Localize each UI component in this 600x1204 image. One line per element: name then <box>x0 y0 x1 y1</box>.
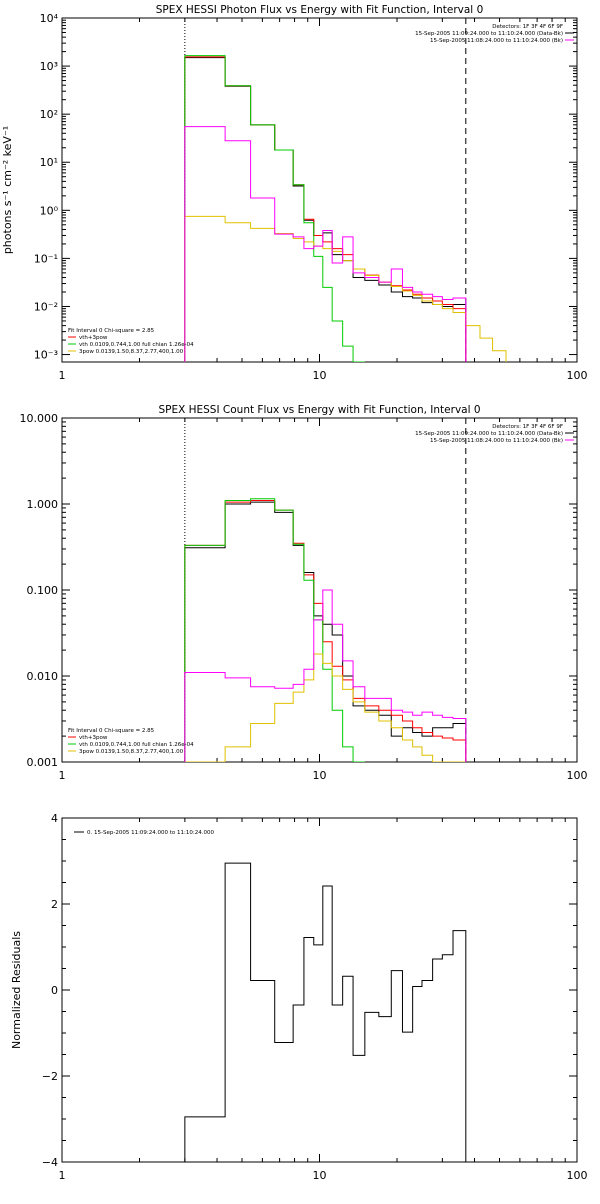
legend-entry: vth+3pow <box>79 335 108 341</box>
series-line-bk <box>184 589 467 762</box>
y-tick-label: 10⁻² <box>34 300 58 313</box>
plot-frame <box>61 817 578 1163</box>
series-line-3pow <box>184 215 507 362</box>
legend-entry: 15-Sep-2005 11:09:24.000 to 11:10:24.000… <box>415 431 563 437</box>
y-tick-label: 0.001 <box>27 756 59 769</box>
y-tick-label: 0.010 <box>27 670 59 683</box>
chart-panel-2: Normalized Residuals 1 10 100 4 2 0 −2 −4 0. 15-S… <box>10 812 588 1182</box>
series-line-bk <box>184 126 467 362</box>
legend-fit-info: Fit Interval 0 Chi-square = 2.85 <box>68 728 155 734</box>
y-tick-label: −4 <box>42 1156 58 1169</box>
y-tick-label: 2 <box>51 898 58 911</box>
chart-panel-0: SPEX HESSI Photon Flux vs Energy with Fi… <box>1 4 588 382</box>
y-tick-label: 10⁰ <box>40 204 59 217</box>
chart-title: SPEX HESSI Count Flux vs Energy with Fit… <box>158 404 480 416</box>
legend-entry: vth 0.0109,0.744,1.00 full chian 1.26e-0… <box>79 342 194 348</box>
x-tick-label: 10 <box>313 369 327 382</box>
x-tick-label: 100 <box>567 1169 588 1182</box>
y-axis-label: photons s⁻¹ cm⁻² keV⁻¹ <box>1 126 14 254</box>
legend-entry: Detectors: 1F 3F 4F 6F 9F <box>492 24 563 30</box>
y-tick-label: 10⁻¹ <box>34 252 58 265</box>
y-tick-label: 10² <box>40 108 58 121</box>
series-group <box>184 862 467 1162</box>
legend-entry: Detectors: 1F 3F 4F 6F 9F <box>492 424 563 430</box>
series-line-3pow <box>184 653 466 762</box>
y-tick-label: 10.000 <box>20 412 59 425</box>
x-tick-label: 100 <box>567 369 588 382</box>
series-line-data-bk <box>184 57 467 362</box>
chart-title: SPEX HESSI Photon Flux vs Energy with Fi… <box>156 4 484 16</box>
y-tick-label: 4 <box>51 812 58 825</box>
series-line-data-bk <box>184 501 467 762</box>
x-tick-label: 10 <box>313 1169 327 1182</box>
series-group <box>184 55 507 362</box>
y-tick-label: −2 <box>42 1070 58 1083</box>
legend-entry: vth+3pow <box>79 735 108 741</box>
x-tick-label: 1 <box>59 1169 66 1182</box>
y-tick-label: 0.100 <box>27 584 59 597</box>
series-line-vth-3pow <box>184 56 467 362</box>
plot-frame <box>61 417 578 763</box>
legend-entry: 15-Sep-2005 11:08:24.000 to 11:10:24.000… <box>430 438 563 444</box>
y-tick-label-top: 10⁴ <box>40 12 59 25</box>
series-line-vth <box>184 55 365 362</box>
chart-panel-1: SPEX HESSI Count Flux vs Energy with Fit… <box>20 404 588 782</box>
x-tick-label: 1 <box>59 769 66 782</box>
legend-entry: 15-Sep-2005 11:09:24.000 to 11:10:24.000… <box>415 31 563 37</box>
legend-entry: 3pow 0.0139,1.50,8.37,2.77,400,1.00 <box>79 749 184 755</box>
legend-entry: vth 0.0109,0.744,1.00 full chian 1.26e-0… <box>79 742 194 748</box>
legend-fit-info: Fit Interval 0 Chi-square = 2.85 <box>68 328 155 334</box>
legend-entry: 0. 15-Sep-2005 11:09:24.000 to 11:10:24.… <box>87 830 214 836</box>
y-tick-label: 10¹ <box>40 156 58 169</box>
series-group <box>184 498 467 762</box>
x-tick-label: 1 <box>59 369 66 382</box>
y-tick-label: 0 <box>51 984 58 997</box>
x-tick-label: 100 <box>567 769 588 782</box>
x-tick-label: 10 <box>313 769 327 782</box>
plot-frame <box>61 17 578 363</box>
y-tick-label: 1.000 <box>27 498 59 511</box>
y-tick-label: 10³ <box>40 60 58 73</box>
series-line-vth-3pow <box>184 499 467 762</box>
series-line-0-15-sep-2005-11-09-24-000-to-11-10-24-000 <box>184 862 467 1162</box>
series-line-vth <box>184 498 365 762</box>
y-axis-label: Normalized Residuals <box>10 931 23 1049</box>
legend-entry: 3pow 0.0139,1.50,8.37,2.77,400,1.00 <box>79 349 184 355</box>
legend-entry: 15-Sep-2005 11:08:24.000 to 11:10:24.000… <box>430 38 563 44</box>
y-tick-label: 10⁻³ <box>34 349 58 362</box>
